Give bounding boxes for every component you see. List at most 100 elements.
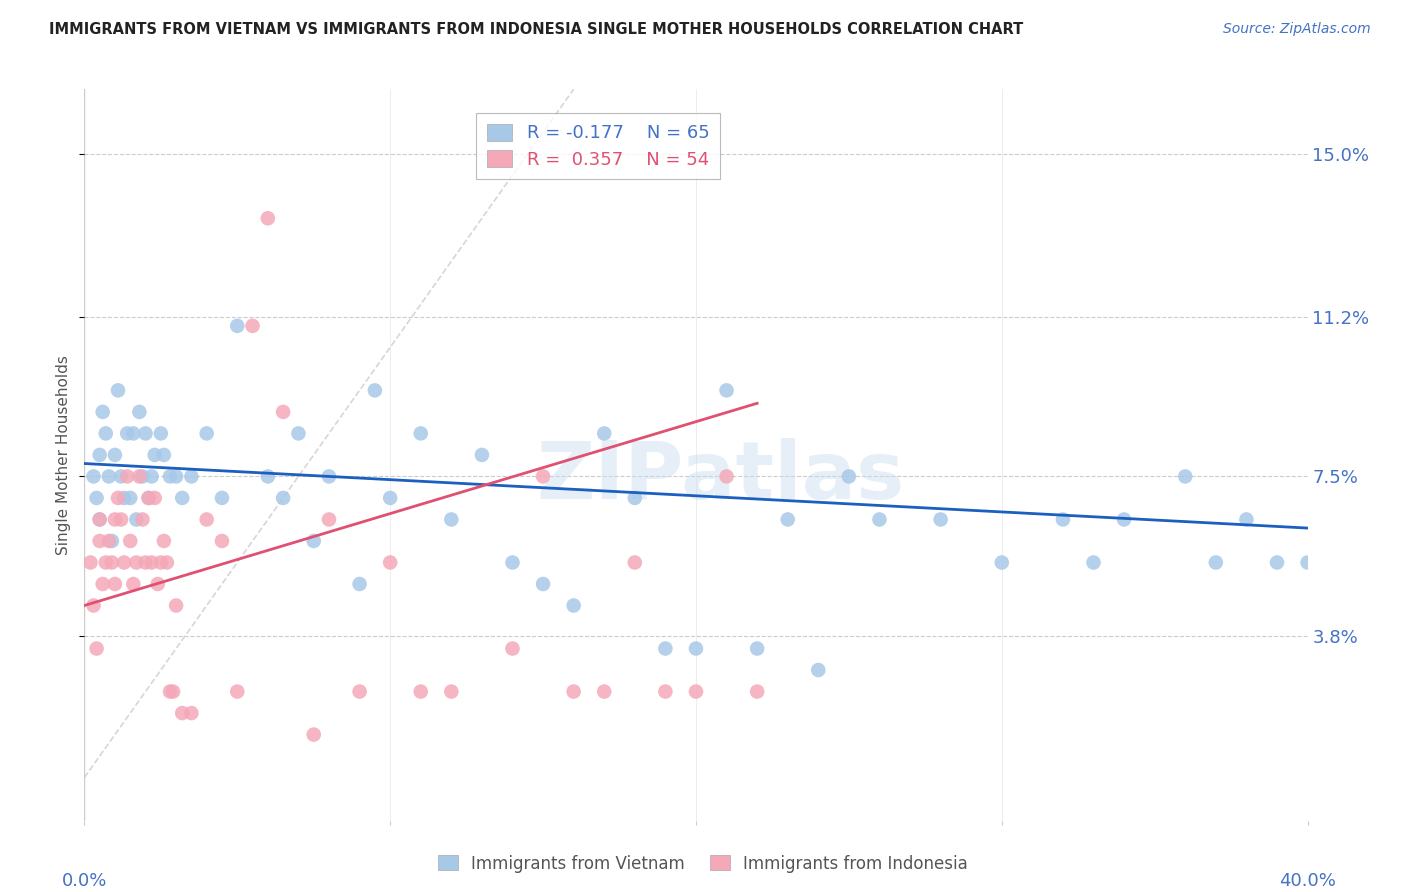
- Point: [125, 556, 148, 570]
- Point: [131, 469, 153, 483]
- Point: [165, 599, 187, 613]
- Point: [91, 577, 114, 591]
- Point: [112, 491, 135, 505]
- Point: [153, 533, 176, 548]
- Point: [1265, 556, 1288, 570]
- Point: [226, 318, 249, 333]
- Point: [807, 663, 830, 677]
- Point: [141, 556, 163, 570]
- Point: [318, 512, 340, 526]
- Point: [79, 556, 101, 570]
- Point: [91, 405, 114, 419]
- Point: [318, 469, 340, 483]
- Point: [624, 556, 647, 570]
- Point: [120, 491, 142, 505]
- Legend: R = -0.177    N = 65, R =  0.357    N = 54: R = -0.177 N = 65, R = 0.357 N = 54: [477, 113, 720, 179]
- Point: [747, 684, 769, 698]
- Point: [257, 211, 280, 226]
- Point: [440, 512, 463, 526]
- Legend: Immigrants from Vietnam, Immigrants from Indonesia: Immigrants from Vietnam, Immigrants from…: [432, 848, 974, 880]
- Point: [101, 533, 124, 548]
- Point: [180, 706, 202, 720]
- Point: [1174, 469, 1197, 483]
- Point: [1083, 556, 1105, 570]
- Text: 0.0%: 0.0%: [62, 872, 107, 890]
- Point: [112, 556, 135, 570]
- Point: [1114, 512, 1136, 526]
- Point: [287, 426, 309, 441]
- Point: [86, 491, 108, 505]
- Point: [562, 684, 585, 698]
- Point: [869, 512, 891, 526]
- Point: [135, 556, 157, 570]
- Point: [257, 469, 280, 483]
- Point: [929, 512, 952, 526]
- Point: [1236, 512, 1258, 526]
- Point: [107, 384, 129, 398]
- Point: [146, 577, 169, 591]
- Point: [89, 533, 111, 548]
- Point: [125, 512, 148, 526]
- Point: [502, 641, 524, 656]
- Point: [110, 469, 132, 483]
- Point: [115, 469, 138, 483]
- Point: [89, 512, 111, 526]
- Point: [162, 684, 184, 698]
- Point: [349, 577, 371, 591]
- Point: [101, 556, 124, 570]
- Point: [747, 641, 769, 656]
- Point: [122, 577, 145, 591]
- Point: [1296, 556, 1319, 570]
- Point: [86, 641, 108, 656]
- Point: [104, 512, 127, 526]
- Point: [159, 684, 181, 698]
- Point: [716, 469, 738, 483]
- Point: [97, 469, 120, 483]
- Point: [83, 469, 105, 483]
- Point: [128, 469, 150, 483]
- Point: [211, 533, 233, 548]
- Point: [107, 491, 129, 505]
- Point: [195, 512, 218, 526]
- Point: [409, 426, 432, 441]
- Point: [624, 491, 647, 505]
- Y-axis label: Single Mother Households: Single Mother Households: [56, 355, 72, 555]
- Point: [138, 491, 160, 505]
- Point: [120, 533, 142, 548]
- Point: [302, 533, 325, 548]
- Point: [97, 533, 120, 548]
- Point: [409, 684, 432, 698]
- Point: [131, 512, 153, 526]
- Point: [380, 556, 402, 570]
- Point: [110, 512, 132, 526]
- Point: [838, 469, 860, 483]
- Point: [165, 469, 187, 483]
- Point: [143, 448, 166, 462]
- Point: [94, 556, 117, 570]
- Point: [159, 469, 181, 483]
- Text: Source: ZipAtlas.com: Source: ZipAtlas.com: [1223, 22, 1371, 37]
- Point: [531, 577, 554, 591]
- Point: [440, 684, 463, 698]
- Point: [138, 491, 160, 505]
- Point: [83, 599, 105, 613]
- Point: [104, 577, 127, 591]
- Point: [89, 448, 111, 462]
- Point: [593, 426, 616, 441]
- Text: 40.0%: 40.0%: [1279, 872, 1336, 890]
- Point: [153, 448, 176, 462]
- Point: [716, 384, 738, 398]
- Point: [991, 556, 1014, 570]
- Point: [271, 491, 294, 505]
- Text: ZIPatlas: ZIPatlas: [536, 438, 904, 516]
- Point: [685, 641, 707, 656]
- Point: [89, 512, 111, 526]
- Point: [156, 556, 179, 570]
- Point: [141, 469, 163, 483]
- Point: [1205, 556, 1227, 570]
- Point: [226, 684, 249, 698]
- Point: [149, 426, 172, 441]
- Point: [115, 426, 138, 441]
- Point: [94, 426, 117, 441]
- Point: [302, 728, 325, 742]
